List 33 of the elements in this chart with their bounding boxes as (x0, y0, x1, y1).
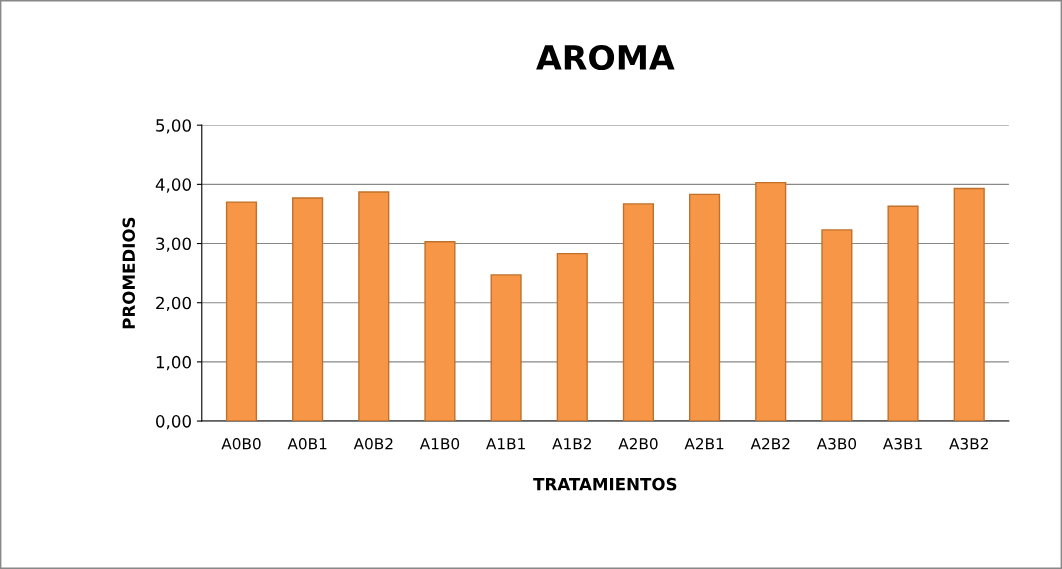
bar (821, 229, 853, 422)
bar (225, 201, 258, 422)
x-tick-label: A2B0 (618, 438, 658, 450)
x-tick-label: A0B2 (353, 438, 393, 450)
y-tick-label: 1,00 (156, 355, 191, 371)
x-tick-label: A1B2 (552, 438, 591, 450)
x-axis-title: TRATAMIENTOS (533, 477, 677, 491)
bar (953, 187, 985, 422)
bar (292, 197, 324, 422)
chart-title: AROMA (536, 44, 675, 71)
bar (688, 193, 721, 422)
x-tick-label: A0B1 (287, 438, 327, 450)
y-tick-label: 4,00 (155, 178, 191, 193)
x-tick-label: A3B1 (882, 438, 922, 450)
x-tick-label: A1B1 (486, 438, 525, 450)
x-tick-label: A3B0 (816, 438, 857, 450)
bar (424, 241, 456, 422)
x-tick-label: A1B0 (419, 438, 460, 450)
x-tick-label: A0B0 (221, 438, 261, 450)
bar (556, 252, 588, 422)
bar (755, 181, 787, 422)
bar (490, 274, 522, 422)
y-tick-label: 3,00 (156, 237, 191, 252)
y-tick-label: 5,00 (156, 119, 191, 134)
x-tick-label: A2B2 (750, 438, 790, 450)
y-tick-label: 0,00 (156, 415, 191, 430)
bar (622, 203, 654, 422)
x-tick-label: A2B1 (684, 438, 724, 450)
y-axis-title: PROMEDIOS (122, 217, 136, 329)
y-tick-label: 2,00 (156, 296, 191, 311)
bar (887, 205, 919, 422)
x-tick-label: A3B2 (949, 438, 988, 450)
bar (358, 191, 390, 422)
